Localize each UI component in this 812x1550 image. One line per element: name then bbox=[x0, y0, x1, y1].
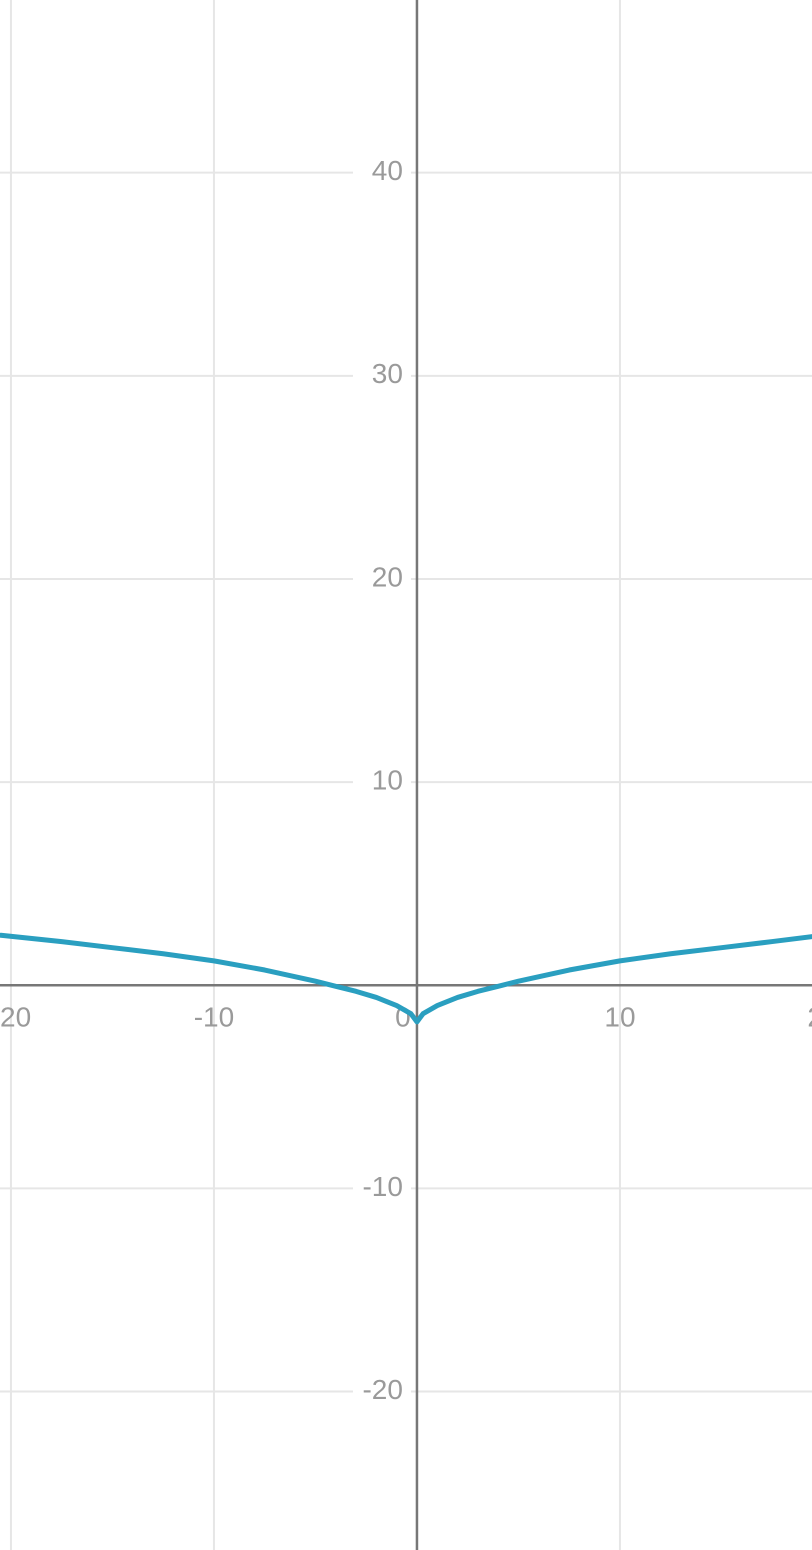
y-tick-label: 10 bbox=[372, 765, 403, 796]
y-tick-label: 20 bbox=[372, 561, 403, 592]
label-bg bbox=[352, 155, 411, 190]
x-tick-label: 20 bbox=[807, 1002, 812, 1033]
y-tick-label: -20 bbox=[362, 1374, 402, 1405]
y-tick-label: 40 bbox=[372, 155, 403, 186]
label-bg bbox=[352, 358, 411, 393]
curve bbox=[0, 932, 812, 1025]
label-bg bbox=[352, 765, 411, 800]
label-bg bbox=[352, 1171, 411, 1206]
x-tick-label: -20 bbox=[0, 1002, 31, 1033]
label-bg bbox=[352, 1374, 411, 1409]
x-tick-label: 10 bbox=[604, 1002, 635, 1033]
label-bg bbox=[352, 561, 411, 596]
x-tick-label: -10 bbox=[194, 1002, 234, 1033]
y-tick-label: 30 bbox=[372, 358, 403, 389]
y-tick-label: -10 bbox=[362, 1171, 402, 1202]
